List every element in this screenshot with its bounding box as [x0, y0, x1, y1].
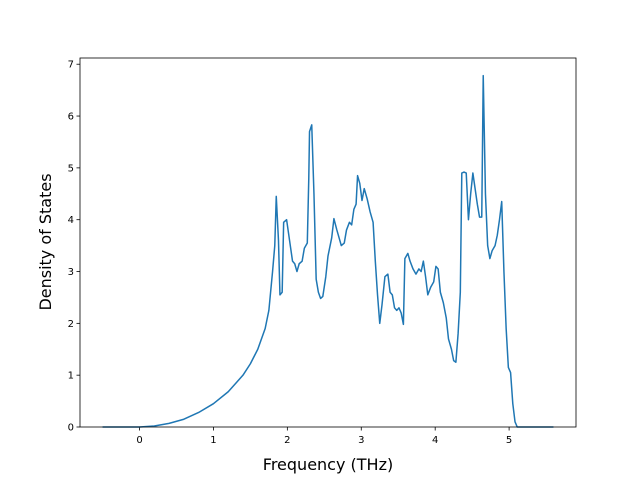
- y-tick-label: 6: [68, 112, 74, 123]
- y-tick-label: 2: [68, 319, 74, 330]
- y-tick-label: 3: [68, 267, 74, 278]
- y-tick-label: 5: [68, 163, 74, 174]
- x-tick-label: 2: [284, 435, 290, 446]
- line-series: [102, 74, 554, 428]
- y-axis-label: Density of States: [36, 173, 55, 310]
- x-tick-label: 0: [136, 435, 142, 446]
- y-tick-label: 7: [68, 60, 74, 71]
- x-tick-label: 1: [210, 435, 216, 446]
- x-tick-label: 4: [432, 435, 438, 446]
- x-axis-label: Frequency (THz): [263, 455, 393, 474]
- x-tick-label: 5: [506, 435, 512, 446]
- x-tick-label: 3: [358, 435, 364, 446]
- y-tick-label: 4: [68, 215, 74, 226]
- y-tick-label: 0: [68, 423, 74, 434]
- y-tick-label: 1: [68, 371, 74, 382]
- plot-frame: [79, 57, 577, 428]
